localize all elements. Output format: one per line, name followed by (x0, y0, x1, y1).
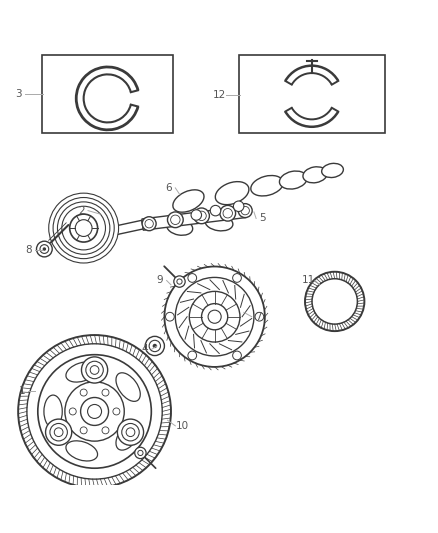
Bar (239, 55, 385, 133)
Ellipse shape (116, 422, 140, 450)
Circle shape (189, 292, 240, 342)
Circle shape (191, 210, 201, 220)
Circle shape (142, 217, 156, 231)
Circle shape (57, 202, 110, 254)
Circle shape (65, 382, 124, 441)
Circle shape (305, 272, 364, 331)
Circle shape (27, 344, 162, 479)
Circle shape (53, 198, 114, 259)
Text: 4: 4 (141, 344, 148, 354)
Ellipse shape (66, 362, 98, 382)
Circle shape (238, 204, 252, 217)
Ellipse shape (116, 373, 140, 401)
Circle shape (62, 206, 106, 250)
Text: 1: 1 (18, 386, 25, 396)
Text: 12: 12 (212, 90, 226, 100)
Circle shape (102, 389, 109, 396)
Circle shape (175, 277, 254, 356)
Circle shape (40, 245, 49, 253)
Circle shape (233, 273, 241, 282)
Ellipse shape (205, 215, 233, 231)
Circle shape (117, 419, 144, 445)
Ellipse shape (173, 190, 204, 212)
Circle shape (145, 220, 153, 228)
Ellipse shape (251, 175, 283, 196)
Circle shape (145, 336, 164, 356)
Circle shape (197, 211, 206, 221)
Ellipse shape (66, 441, 98, 461)
Circle shape (210, 205, 221, 216)
Circle shape (177, 279, 182, 284)
Circle shape (38, 354, 151, 468)
Circle shape (135, 447, 146, 458)
Circle shape (126, 428, 135, 437)
Circle shape (255, 312, 264, 321)
Ellipse shape (167, 219, 193, 235)
Text: 11: 11 (302, 276, 315, 286)
Circle shape (80, 427, 87, 434)
Circle shape (113, 408, 120, 415)
Circle shape (223, 208, 233, 218)
Circle shape (208, 310, 221, 323)
Circle shape (233, 351, 241, 360)
Ellipse shape (321, 163, 343, 177)
Text: 3: 3 (15, 89, 21, 99)
Circle shape (69, 408, 76, 415)
Circle shape (171, 215, 180, 224)
Circle shape (312, 279, 357, 324)
Circle shape (201, 304, 228, 330)
Circle shape (81, 398, 109, 425)
Ellipse shape (44, 395, 62, 428)
Text: 6: 6 (166, 183, 172, 193)
Circle shape (80, 389, 87, 396)
Text: 9: 9 (157, 276, 163, 286)
Circle shape (188, 273, 197, 282)
Circle shape (138, 450, 143, 456)
Bar (42, 55, 173, 133)
Circle shape (233, 201, 244, 212)
Circle shape (167, 212, 183, 228)
Text: 10: 10 (175, 421, 188, 431)
Circle shape (54, 428, 63, 437)
Circle shape (81, 357, 108, 383)
Text: 2: 2 (78, 206, 85, 216)
Circle shape (36, 241, 52, 257)
Circle shape (70, 214, 98, 242)
Circle shape (88, 405, 102, 418)
Circle shape (86, 361, 103, 379)
Circle shape (241, 206, 249, 215)
Circle shape (18, 335, 171, 488)
Circle shape (122, 423, 139, 441)
Polygon shape (142, 206, 246, 230)
Circle shape (75, 220, 92, 237)
Circle shape (50, 423, 67, 441)
Ellipse shape (215, 182, 249, 205)
Circle shape (49, 193, 119, 263)
Circle shape (166, 312, 174, 321)
Circle shape (152, 344, 157, 348)
Circle shape (174, 276, 185, 287)
Ellipse shape (279, 171, 307, 189)
Circle shape (188, 351, 197, 360)
Circle shape (90, 366, 99, 374)
Circle shape (220, 205, 236, 221)
Text: 5: 5 (259, 214, 266, 223)
Text: 7: 7 (255, 312, 261, 322)
Circle shape (149, 340, 160, 352)
Circle shape (46, 419, 72, 445)
Circle shape (102, 427, 109, 434)
Circle shape (42, 247, 46, 251)
Circle shape (194, 208, 209, 224)
Polygon shape (113, 220, 144, 235)
Text: 8: 8 (25, 245, 32, 255)
Circle shape (164, 266, 265, 367)
Ellipse shape (303, 167, 327, 183)
